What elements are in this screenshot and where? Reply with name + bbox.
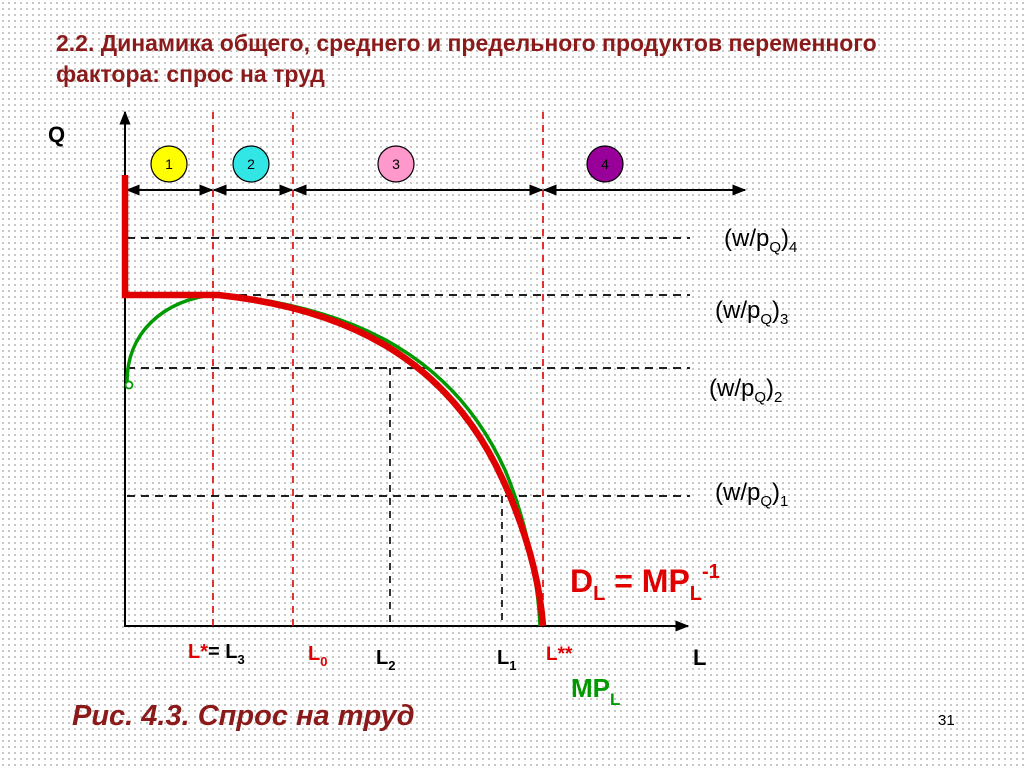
stage-marker-4: 4 [586, 145, 624, 183]
mp-curve-start-point [124, 380, 134, 390]
stage-label-3: 3 [392, 156, 400, 172]
figure-caption: Рис. 4.3. Спрос на труд [72, 700, 415, 732]
mp-curve-label: MPL [571, 673, 620, 709]
slide-title: 2.2. Динамика общего, среднего и предель… [56, 30, 877, 87]
tick-label-l2: L2 [376, 647, 395, 673]
y-axis-label: Q [48, 122, 65, 147]
tick-label-lstar: L*= L3 [188, 641, 245, 667]
demand-curve-label: DL = MPL-1 [570, 561, 720, 605]
stage-marker-3: 3 [377, 145, 415, 183]
wage-label-3: (w/pQ)3 [715, 297, 788, 328]
demand-curve [121, 175, 547, 627]
stage-label-2: 2 [247, 156, 255, 172]
stage-marker-1: 1 [150, 145, 188, 183]
stage-marker-2: 2 [232, 145, 270, 183]
wage-label-1: (w/pQ)1 [715, 479, 788, 510]
wage-label-2: (w/pQ)2 [709, 375, 782, 406]
page-number: 31 [938, 712, 955, 729]
stage-label-1: 1 [165, 156, 173, 172]
x-axis-label: L [693, 645, 706, 670]
mp-curve [125, 292, 542, 627]
stage-label-4: 4 [601, 156, 609, 172]
tick-label-l1: L1 [497, 647, 516, 673]
tick-label-lstarstar: L** [546, 644, 573, 665]
tick-label-l0: L0 [308, 643, 327, 669]
wage-label-4: (w/pQ)4 [724, 225, 797, 256]
